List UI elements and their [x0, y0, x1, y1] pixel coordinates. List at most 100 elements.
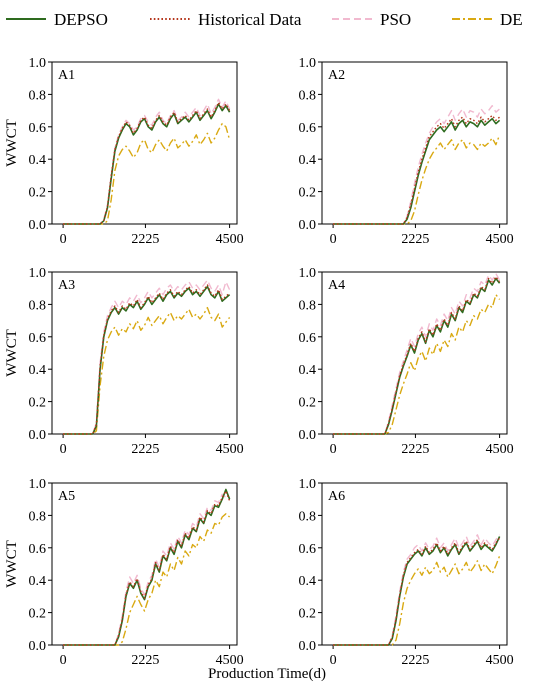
- y-tick-label: 0.6: [299, 542, 317, 557]
- y-tick-label: 0.8: [29, 298, 47, 313]
- legend-item-de: DE: [452, 10, 523, 29]
- x-tick-label: 0: [60, 653, 67, 668]
- series-line-depso: [63, 488, 231, 646]
- y-tick-label: 0.4: [29, 153, 47, 168]
- legend-item-depso: DEPSO: [6, 10, 108, 29]
- series-line-depso: [333, 277, 501, 435]
- y-tick-label: 0.6: [29, 542, 47, 557]
- series-line-pso: [333, 534, 501, 646]
- x-tick-label: 4500: [486, 442, 514, 457]
- y-tick-label: 0.4: [29, 574, 47, 589]
- x-tick-label: 2225: [131, 442, 159, 457]
- x-tick-label: 4500: [486, 232, 514, 247]
- y-tick-label: 0.6: [299, 121, 317, 136]
- plot-frame: [51, 271, 238, 435]
- y-tick-label: 0.2: [299, 607, 317, 622]
- series-line-pso: [63, 98, 231, 225]
- plot-frame: [321, 61, 508, 225]
- y-tick-label: 1.0: [299, 56, 317, 71]
- series-line-de: [63, 513, 231, 646]
- x-tick-label: 0: [60, 442, 67, 457]
- series-line-de: [333, 134, 501, 225]
- y-tick-label: 0.8: [29, 88, 47, 103]
- y-tick-label: 0.2: [299, 186, 317, 201]
- legend-item-pso: PSO: [332, 10, 411, 29]
- plot-frame: [321, 271, 508, 435]
- series-line-pso: [333, 272, 501, 435]
- y-tick-label: 0.2: [29, 186, 47, 201]
- panel-label: A1: [58, 68, 75, 83]
- series-line-de: [333, 555, 501, 646]
- legend-item-hist: Historical Data: [150, 10, 302, 29]
- panel-a5: 0.0 0.2 0.4 0.6 0.8 1.0 0 2225 4500 WWCT A5: [4, 477, 244, 668]
- y-tick-label: 0.8: [299, 88, 317, 103]
- x-tick-label: 2225: [131, 653, 159, 668]
- y-tick-label: 0.0: [299, 639, 317, 654]
- y-tick-label: 0.4: [299, 574, 317, 589]
- y-tick-label: 1.0: [299, 477, 317, 492]
- y-tick-label: 1.0: [299, 266, 317, 281]
- panel-label: A2: [328, 68, 345, 83]
- legend-label-de: DE: [500, 10, 523, 29]
- y-tick-label: 0.6: [29, 331, 47, 346]
- y-tick-label: 0.4: [29, 363, 47, 378]
- y-tick-label: 0.6: [29, 121, 47, 136]
- series-line-hist: [63, 490, 231, 646]
- panel-a3: 0.0 0.2 0.4 0.6 0.8 1.0 0 2225 4500 WWCT A3: [4, 266, 244, 457]
- series-line-hist: [333, 114, 501, 225]
- y-tick-label: 0.0: [29, 218, 47, 233]
- y-tick-label: 0.0: [29, 639, 47, 654]
- panel-a6: 0.0 0.2 0.4 0.6 0.8 1.0 0 2225 4500 A6: [299, 477, 514, 668]
- y-tick-label: 0.0: [299, 428, 317, 443]
- legend-label-pso: PSO: [380, 10, 411, 29]
- x-tick-label: 4500: [216, 653, 244, 668]
- series-line-de: [63, 122, 231, 225]
- y-tick-label: 1.0: [29, 477, 47, 492]
- legend: DEPSO Historical Data PSO DE: [6, 10, 523, 29]
- x-tick-label: 0: [60, 232, 67, 247]
- y-tick-label: 0.6: [299, 331, 317, 346]
- panel-label: A6: [328, 489, 345, 504]
- plot-frame: [51, 482, 238, 646]
- y-tick-label: 0.8: [299, 298, 317, 313]
- series-line-pso: [63, 493, 230, 646]
- series-line-depso: [63, 285, 231, 435]
- x-tick-label: 2225: [401, 653, 429, 668]
- x-tick-label: 4500: [486, 653, 514, 668]
- y-axis-title: WWCT: [4, 540, 20, 587]
- x-axis-title: Production Time(d): [208, 666, 326, 682]
- series-line-de: [333, 294, 501, 435]
- x-tick-label: 0: [330, 442, 337, 457]
- x-tick-label: 4500: [216, 232, 244, 247]
- series-line-de: [63, 306, 231, 435]
- x-tick-label: 4500: [216, 442, 244, 457]
- y-tick-label: 0.4: [299, 363, 317, 378]
- series-line-pso: [63, 279, 231, 435]
- panel-a1: 0.0 0.2 0.4 0.6 0.8 1.0 0 2225 4500 WWCT A1: [4, 56, 244, 247]
- series-line-depso: [333, 536, 501, 646]
- y-tick-label: 0.0: [299, 218, 317, 233]
- y-axis-title: WWCT: [4, 119, 20, 166]
- panel-a2: 0.0 0.2 0.4 0.6 0.8 1.0 0 2225 4500 A2: [299, 56, 514, 247]
- x-tick-label: 0: [330, 232, 337, 247]
- series-line-hist: [333, 537, 501, 646]
- legend-label-hist: Historical Data: [198, 10, 302, 29]
- panel-label: A5: [58, 489, 75, 504]
- y-tick-label: 0.8: [29, 509, 47, 524]
- y-tick-label: 1.0: [29, 56, 47, 71]
- x-tick-label: 2225: [401, 442, 429, 457]
- legend-label-depso: DEPSO: [54, 10, 108, 29]
- panel-label: A3: [58, 278, 75, 293]
- x-tick-label: 0: [330, 653, 337, 668]
- y-tick-label: 1.0: [29, 266, 47, 281]
- panel-a4: 0.0 0.2 0.4 0.6 0.8 1.0 0 2225 4500 A4: [299, 266, 514, 457]
- panel-label: A4: [328, 278, 345, 293]
- y-axis-title: WWCT: [4, 329, 20, 376]
- plot-frame: [321, 482, 508, 646]
- series-line-depso: [333, 117, 501, 225]
- series-line-hist: [63, 101, 231, 225]
- y-tick-label: 0.0: [29, 428, 47, 443]
- y-tick-label: 0.2: [299, 396, 317, 411]
- y-tick-label: 0.2: [29, 607, 47, 622]
- series-line-hist: [333, 276, 501, 435]
